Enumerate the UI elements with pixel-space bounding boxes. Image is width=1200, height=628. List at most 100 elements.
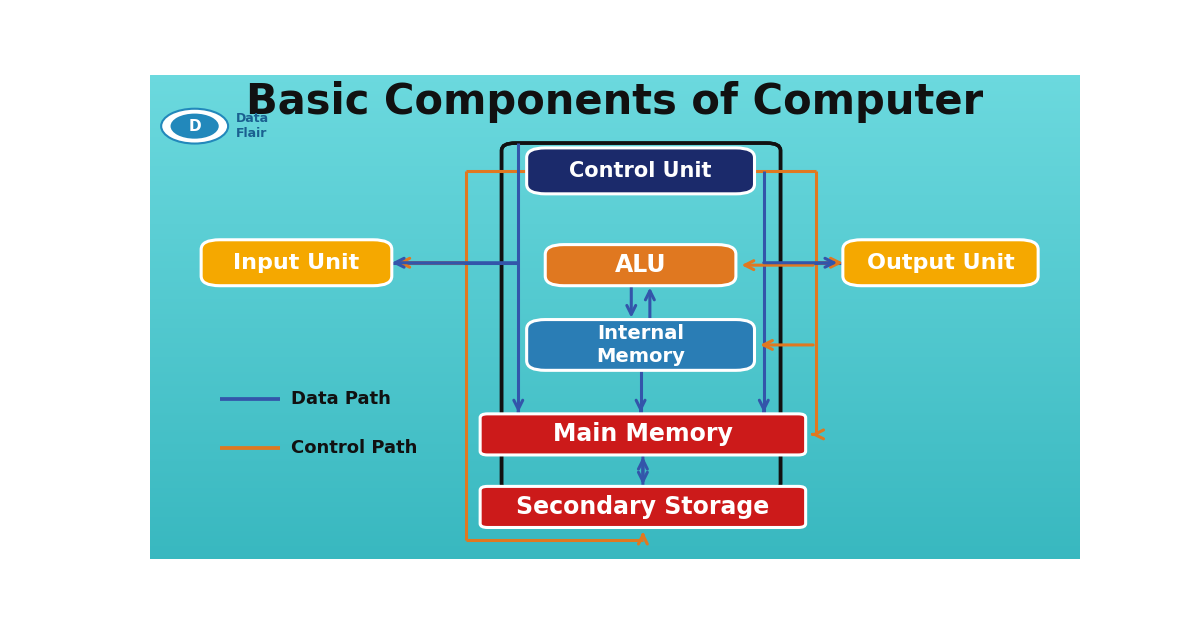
Bar — [150, 261, 1080, 264]
Bar — [150, 165, 1080, 167]
Bar — [150, 189, 1080, 192]
Bar — [150, 242, 1080, 244]
Bar — [150, 544, 1080, 547]
Text: Flair: Flair — [235, 127, 266, 141]
Bar — [150, 382, 1080, 385]
Bar — [150, 445, 1080, 448]
Bar — [150, 373, 1080, 375]
FancyBboxPatch shape — [545, 245, 736, 286]
Text: D: D — [188, 119, 200, 134]
Bar — [150, 305, 1080, 308]
Bar — [150, 406, 1080, 409]
Bar — [150, 438, 1080, 440]
Bar — [150, 269, 1080, 271]
Bar — [150, 440, 1080, 443]
Bar — [150, 419, 1080, 421]
Bar — [150, 360, 1080, 363]
Bar — [150, 192, 1080, 194]
Bar — [150, 368, 1080, 371]
FancyBboxPatch shape — [202, 240, 391, 286]
Bar — [150, 109, 1080, 112]
Circle shape — [161, 109, 228, 144]
Bar — [150, 223, 1080, 225]
Bar — [150, 146, 1080, 148]
Bar — [150, 344, 1080, 346]
Bar — [150, 325, 1080, 327]
Bar — [150, 385, 1080, 387]
Bar — [150, 448, 1080, 450]
Bar — [150, 175, 1080, 177]
Bar — [150, 95, 1080, 97]
Text: Output Unit: Output Unit — [866, 252, 1014, 273]
Bar — [150, 337, 1080, 339]
FancyBboxPatch shape — [842, 240, 1038, 286]
Bar — [150, 551, 1080, 554]
Bar — [150, 232, 1080, 235]
Bar — [150, 450, 1080, 453]
Bar — [150, 547, 1080, 550]
Bar — [150, 160, 1080, 163]
Bar — [150, 342, 1080, 344]
Bar — [150, 150, 1080, 153]
Bar — [150, 276, 1080, 278]
Bar — [150, 394, 1080, 397]
Bar — [150, 457, 1080, 460]
Bar — [150, 436, 1080, 438]
Bar — [150, 170, 1080, 172]
Bar — [150, 249, 1080, 252]
FancyBboxPatch shape — [480, 414, 805, 455]
Bar — [150, 399, 1080, 402]
Bar — [150, 414, 1080, 416]
Bar — [150, 329, 1080, 332]
Bar — [150, 116, 1080, 119]
Bar — [150, 380, 1080, 382]
Bar — [150, 112, 1080, 114]
Bar — [150, 428, 1080, 431]
FancyBboxPatch shape — [527, 320, 755, 371]
Bar — [150, 138, 1080, 141]
Bar — [150, 491, 1080, 494]
Bar — [150, 215, 1080, 218]
Bar — [150, 203, 1080, 206]
Bar — [150, 346, 1080, 349]
Bar — [150, 472, 1080, 474]
Bar — [150, 92, 1080, 95]
Bar — [150, 155, 1080, 158]
Bar — [150, 460, 1080, 462]
Bar — [150, 392, 1080, 394]
Bar — [150, 143, 1080, 146]
Bar — [150, 119, 1080, 121]
Bar — [150, 402, 1080, 404]
Bar — [150, 126, 1080, 129]
Bar — [150, 520, 1080, 522]
Bar — [150, 522, 1080, 525]
Bar — [150, 499, 1080, 501]
Bar — [150, 363, 1080, 365]
FancyBboxPatch shape — [527, 148, 755, 194]
Bar — [150, 387, 1080, 389]
Bar — [150, 389, 1080, 392]
Bar — [150, 257, 1080, 259]
Bar — [150, 358, 1080, 360]
FancyBboxPatch shape — [480, 486, 805, 528]
Bar — [150, 201, 1080, 203]
Bar — [150, 556, 1080, 559]
Bar — [150, 431, 1080, 433]
Bar — [150, 167, 1080, 170]
Bar — [150, 539, 1080, 542]
Bar — [150, 293, 1080, 295]
Bar — [150, 513, 1080, 516]
Bar — [150, 99, 1080, 102]
Bar — [150, 288, 1080, 291]
Bar — [150, 501, 1080, 503]
Bar — [150, 443, 1080, 445]
Bar — [150, 259, 1080, 261]
Bar — [150, 416, 1080, 419]
Bar — [150, 516, 1080, 518]
Bar — [150, 377, 1080, 380]
Bar — [150, 281, 1080, 283]
Bar — [150, 104, 1080, 107]
Bar — [150, 503, 1080, 506]
Bar — [150, 90, 1080, 92]
Bar — [150, 237, 1080, 240]
